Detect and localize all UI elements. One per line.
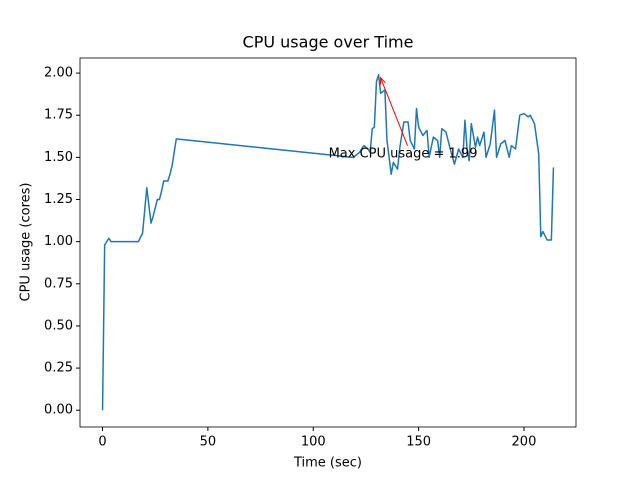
annotation-text: Max CPU usage = 1.99	[329, 146, 478, 161]
y-tick-label: 0.00	[44, 403, 73, 418]
y-tick-label: 1.00	[44, 234, 73, 249]
y-axis-label: CPU usage (cores)	[19, 183, 34, 302]
annotation-arrowhead	[379, 76, 386, 85]
x-tick-label: 50	[200, 435, 217, 450]
x-tick-label: 0	[98, 435, 106, 450]
y-tick-label: 0.75	[44, 276, 73, 291]
y-tick-label: 0.25	[44, 361, 73, 376]
data-line	[101, 74, 555, 411]
y-tick-label: 2.00	[44, 66, 73, 81]
x-tick-label: 100	[301, 435, 326, 450]
plot-frame	[79, 57, 577, 428]
chart-title: CPU usage over Time	[243, 33, 414, 52]
y-tick-label: 1.25	[44, 192, 73, 207]
y-tick-label: 1.50	[44, 150, 73, 165]
x-tick-label: 200	[512, 435, 537, 450]
y-tick-label: 1.75	[44, 108, 73, 123]
annotation-arrow	[380, 77, 409, 146]
y-tick-label: 0.50	[44, 318, 73, 333]
x-tick-label: 150	[406, 435, 431, 450]
x-axis-label: Time (sec)	[293, 456, 362, 471]
